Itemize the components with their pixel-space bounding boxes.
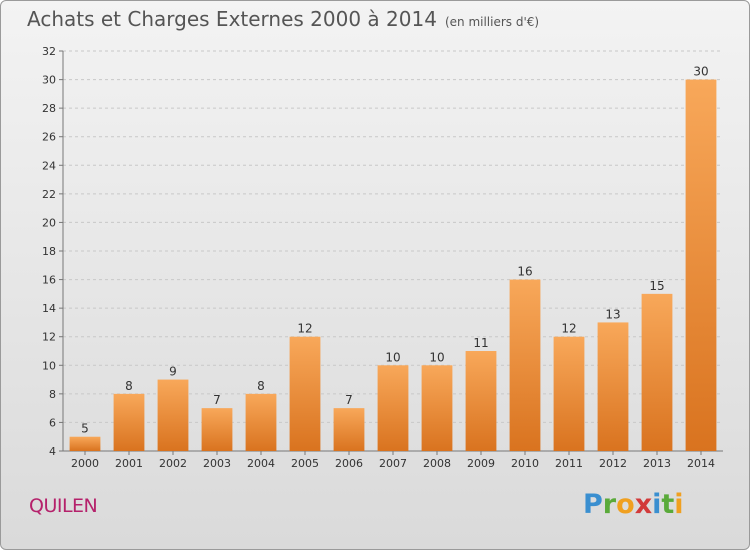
x-tick-label: 2014	[687, 457, 715, 470]
data-label: 15	[649, 279, 664, 293]
x-tick-label: 2013	[643, 457, 671, 470]
data-label: 11	[473, 336, 488, 350]
x-tick-label: 2006	[335, 457, 363, 470]
y-tick-label: 28	[42, 102, 56, 115]
bar	[685, 79, 717, 452]
data-label: 5	[81, 422, 89, 436]
data-label: 16	[517, 265, 532, 279]
data-label: 7	[213, 393, 221, 407]
x-tick-label: 2001	[115, 457, 143, 470]
y-tick-label: 8	[49, 388, 56, 401]
y-tick-label: 10	[42, 359, 56, 372]
bar	[465, 351, 497, 451]
x-tick-label: 2012	[599, 457, 627, 470]
chart-title-text: Achats et Charges Externes 2000 à 2014	[27, 7, 437, 31]
town-name: QUILEN	[29, 495, 98, 517]
data-label: 12	[561, 322, 576, 336]
bar	[333, 408, 365, 451]
y-tick-label: 32	[42, 45, 56, 58]
bar	[289, 336, 321, 451]
x-tick-label: 2002	[159, 457, 187, 470]
x-tick-label: 2000	[71, 457, 99, 470]
bar	[421, 365, 453, 451]
x-tick-label: 2008	[423, 457, 451, 470]
data-label: 8	[257, 379, 265, 393]
x-tick-label: 2007	[379, 457, 407, 470]
bar	[377, 365, 409, 451]
data-label: 13	[605, 307, 620, 321]
data-label: 8	[125, 379, 133, 393]
x-tick-label: 2011	[555, 457, 583, 470]
y-tick-label: 16	[42, 274, 56, 287]
y-tick-label: 22	[42, 188, 56, 201]
data-label: 9	[169, 365, 177, 379]
data-label: 10	[429, 350, 444, 364]
bar	[245, 393, 277, 451]
bar	[113, 393, 145, 451]
bar	[509, 279, 541, 451]
y-tick-label: 18	[42, 245, 56, 258]
y-tick-label: 26	[42, 131, 56, 144]
x-tick-label: 2005	[291, 457, 319, 470]
data-label: 7	[345, 393, 353, 407]
data-label: 12	[297, 322, 312, 336]
y-tick-label: 24	[42, 159, 56, 172]
y-tick-label: 30	[42, 74, 56, 87]
bar	[597, 322, 629, 451]
y-tick-label: 4	[49, 445, 56, 458]
x-tick-label: 2003	[203, 457, 231, 470]
x-tick-label: 2009	[467, 457, 495, 470]
bar	[553, 336, 585, 451]
bar	[641, 293, 673, 451]
bar	[69, 436, 101, 451]
x-tick-label: 2010	[511, 457, 539, 470]
proxiti-logo: Proxiti	[583, 489, 684, 520]
x-tick-label: 2004	[247, 457, 275, 470]
chart-title: Achats et Charges Externes 2000 à 2014 (e…	[27, 7, 539, 31]
data-label: 30	[693, 65, 708, 79]
y-tick-label: 14	[42, 302, 56, 315]
y-tick-label: 12	[42, 331, 56, 344]
data-label: 10	[385, 350, 400, 364]
bar	[201, 408, 233, 451]
chart-subtitle: (en milliers d'€)	[444, 15, 540, 29]
y-tick-label: 20	[42, 216, 56, 229]
y-tick-label: 6	[49, 416, 56, 429]
bar	[157, 379, 189, 451]
